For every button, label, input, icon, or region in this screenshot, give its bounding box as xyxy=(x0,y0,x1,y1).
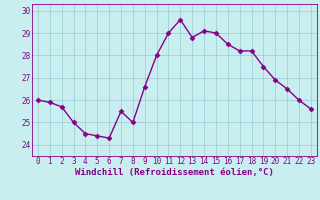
X-axis label: Windchill (Refroidissement éolien,°C): Windchill (Refroidissement éolien,°C) xyxy=(75,168,274,177)
